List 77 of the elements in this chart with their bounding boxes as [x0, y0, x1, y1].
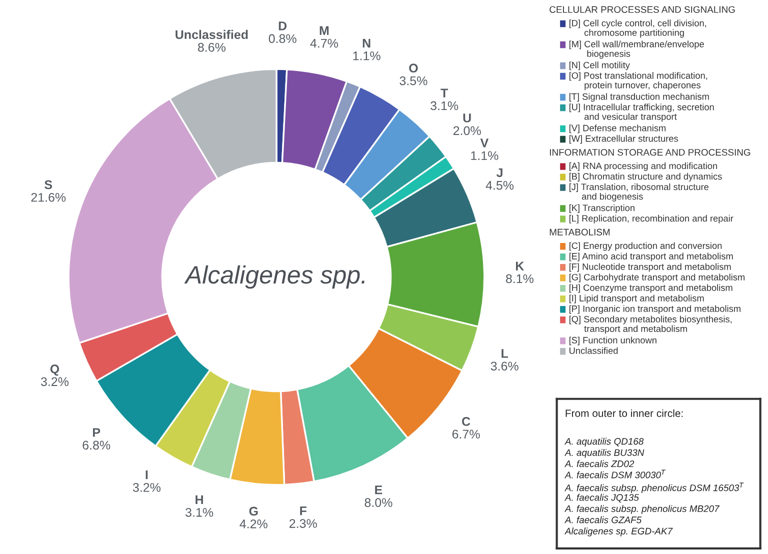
category-label: [J] Translation, ribosomal structure and biogenesis — [569, 183, 709, 202]
slice-label: D — [278, 22, 287, 30]
data-label: 21.6% — [31, 192, 66, 202]
category-label: [V] Defense mechanism — [569, 124, 666, 134]
category-label: [K] Transcription — [569, 204, 634, 213]
data-label: 3.5% — [400, 76, 428, 86]
text: A. aquatilis QD168 — [564, 438, 644, 447]
slice-label: H — [196, 495, 203, 504]
data-label: 4.5% — [486, 180, 514, 190]
data-label: 6.7% — [452, 430, 480, 439]
category-label: [N] Cell motility — [569, 62, 630, 70]
category-label: [B] Chromatin structure and dynamics — [569, 172, 722, 182]
text: A. faecalis JQ135 — [564, 494, 639, 502]
category-label: CELLULAR PROCESSES AND SIGNALING — [550, 6, 735, 13]
category-label: [E] Amino acid transport and metabolism — [569, 252, 733, 262]
data-label: 6.8% — [82, 440, 110, 450]
category-label: [D] Cell cycle control, cell division, chromosome partitioning — [569, 20, 706, 38]
slice-label: K — [516, 262, 524, 270]
slice-label: V — [480, 138, 489, 148]
slice-label: F — [300, 506, 306, 516]
category-label: [C] Energy production and conversion — [569, 242, 722, 251]
slice-label: U — [463, 114, 471, 122]
slice-label: T — [440, 88, 448, 98]
category-label: [L] Replication, recombination and repair — [569, 214, 734, 224]
text: From outer to inner circle: — [566, 409, 683, 417]
data-label: 0.8% — [268, 34, 296, 44]
slice-label: S — [44, 180, 52, 190]
slice-label: I — [146, 470, 148, 480]
data-label: 3.6% — [490, 362, 518, 371]
data-label: 3.2% — [40, 377, 69, 386]
text: A. faecalis subsp. phenolicus DSM 16503$^{T}$ — [564, 482, 744, 494]
category-label: [F] Nucleotide transport and metabolism — [569, 263, 731, 272]
category-label: [S] Function unknown — [569, 336, 656, 346]
slice-label: J — [496, 168, 502, 178]
category-label: METABOLISM — [550, 228, 610, 236]
category-label: Unclassified — [570, 347, 618, 354]
text: A. faecalis subsp. phenolicus MB207 — [564, 505, 720, 514]
category-label: [Q] Secondary metabolites biosynthesis, transport and metabolism — [569, 316, 732, 334]
data-label: 1.1% — [471, 151, 498, 160]
category-label: [O] Post translational modification, protein turnover, chaperones — [569, 72, 708, 90]
slice-label: Q — [50, 364, 60, 376]
category-label: [M] Cell wall/membrane/envelope biogenesis — [569, 40, 704, 59]
data-label: 8.1% — [506, 274, 534, 284]
category-label: [P] Inorganic ion transport and metabolism — [569, 305, 740, 314]
category-label: [I] Lipid transport and metabolism — [569, 294, 704, 304]
slice-label: Unclassified — [176, 30, 248, 40]
text: A. faecalis DSM 30030$^{T}$ — [564, 470, 666, 478]
data-label: 3.1% — [186, 508, 214, 517]
slice-label: C — [462, 417, 470, 426]
slice-label: G — [249, 506, 258, 516]
data-label: 3.1% — [430, 101, 458, 110]
data-label: 2.0% — [453, 126, 481, 136]
category-label: [G] Carbohydrate transport and metabolism — [569, 274, 745, 282]
slice-label: N — [362, 38, 370, 48]
category-label: [A] RNA processing and modification — [569, 162, 718, 171]
data-label: 8.6% — [198, 42, 226, 52]
slice-label: O — [409, 64, 418, 73]
text: Alcaligenes sp. EGD-AK7 — [564, 528, 673, 536]
data-label: 2.3% — [290, 519, 317, 528]
category-label: INFORMATION STORAGE AND PROCESSING — [550, 148, 750, 156]
text: A. faecalis ZD02 — [564, 460, 634, 468]
category-label: [T] Signal transduction mechanism — [569, 93, 709, 102]
data-label: 4.2% — [240, 519, 268, 528]
slice-label: L — [502, 349, 508, 358]
slice-label: E — [375, 486, 382, 494]
text: Alcaligenes spp. — [184, 265, 364, 289]
category-label: [U] Intracellular trafficking, secretion and vesicular transport — [569, 104, 714, 122]
data-label: 1.1% — [353, 51, 380, 60]
slice-label: M — [320, 26, 329, 35]
slice-label: P — [93, 428, 100, 437]
text: A. aquatilis BU33N — [564, 448, 644, 458]
category-label: [H] Coenzyme transport and metabolism — [569, 284, 732, 293]
data-label: 4.7% — [310, 38, 338, 48]
category-label: [W] Extracellular structures — [569, 135, 678, 144]
text: A. faecalis GZAF5 — [564, 516, 642, 524]
data-label: 3.2% — [132, 483, 160, 492]
data-label: 8.0% — [364, 498, 392, 507]
